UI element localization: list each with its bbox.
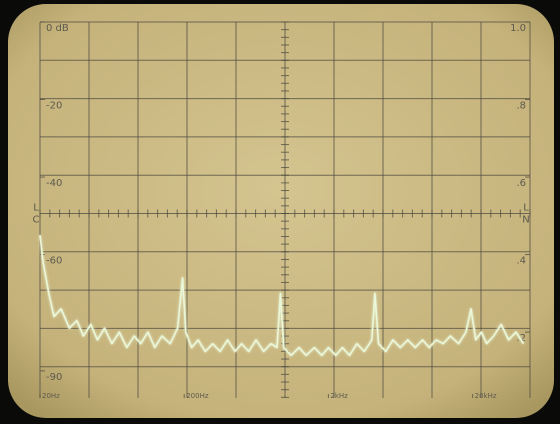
side-marker: N bbox=[522, 215, 529, 226]
y-tick-label: -90 bbox=[46, 372, 62, 383]
side-marker: C bbox=[33, 215, 40, 226]
y2-tick-label: .6 bbox=[516, 178, 526, 189]
graticule bbox=[39, 21, 531, 398]
side-marker: L bbox=[523, 203, 529, 214]
crt-face bbox=[8, 4, 554, 418]
y2-tick-label: .4 bbox=[516, 256, 526, 267]
x-tick-label: 2kHz bbox=[330, 392, 348, 400]
side-marker: L bbox=[33, 203, 39, 214]
y-tick-label: -40 bbox=[46, 178, 62, 189]
x-tick-label: 200Hz bbox=[186, 392, 209, 400]
y2-tick-label: 1.0 bbox=[510, 23, 526, 34]
y-tick-label: -60 bbox=[46, 256, 62, 267]
y-tick-label: 0 dB bbox=[46, 23, 69, 34]
x-tick-label: 20Hz bbox=[42, 392, 60, 400]
y-tick-label: -20 bbox=[46, 101, 62, 112]
y2-tick-label: .2 bbox=[516, 333, 526, 344]
y2-tick-label: .8 bbox=[516, 101, 526, 112]
x-tick-label: 20kHz bbox=[475, 392, 497, 400]
trace bbox=[39, 235, 525, 357]
